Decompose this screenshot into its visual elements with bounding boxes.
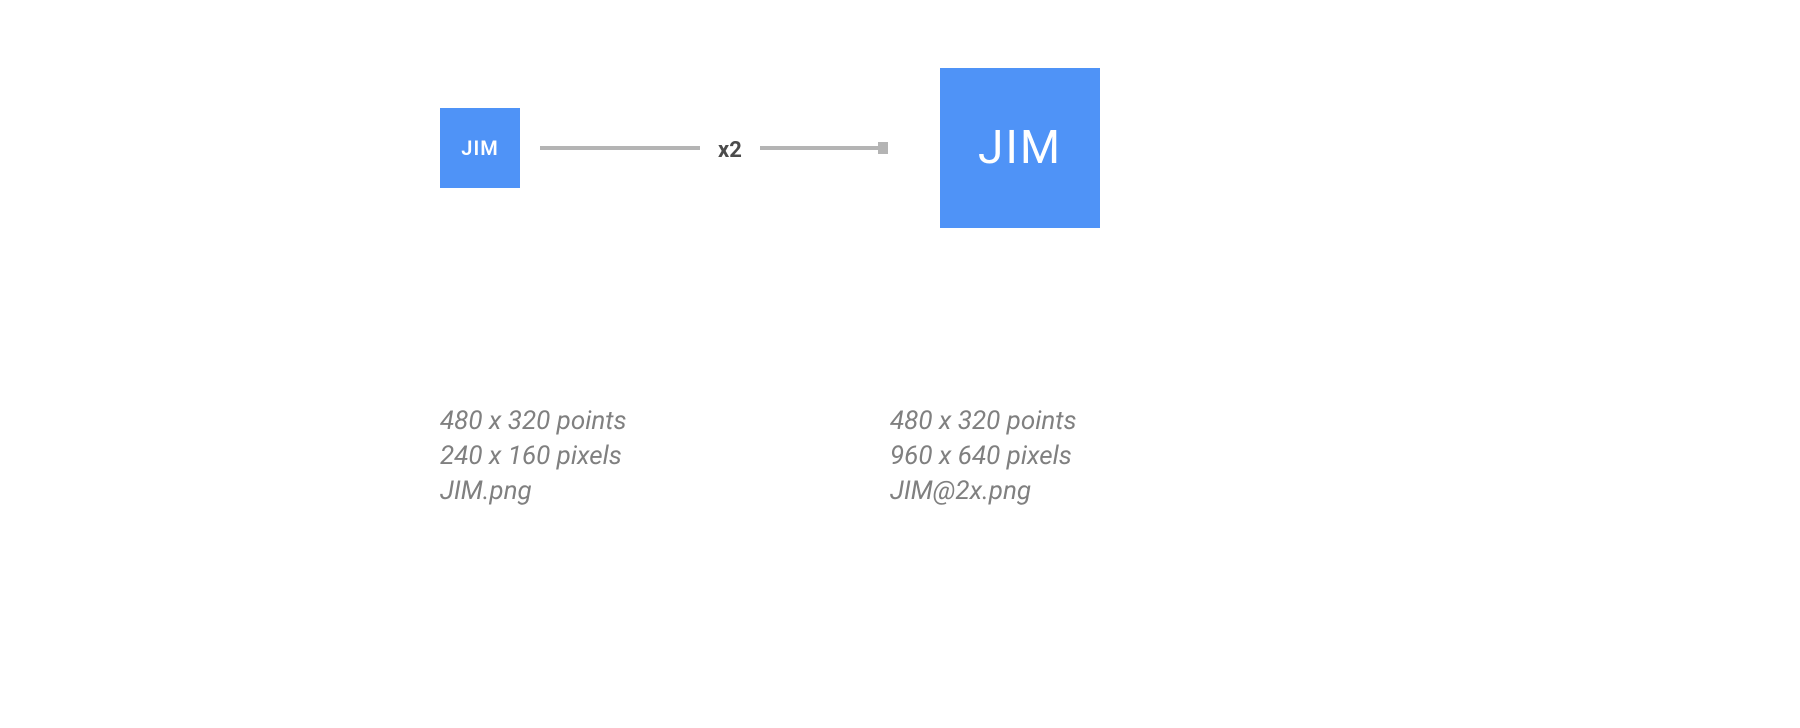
large-box-label: JIM	[978, 121, 1062, 175]
large-box: JIM	[940, 68, 1100, 228]
small-box: JIM	[440, 108, 520, 188]
scale-connector-endcap	[878, 142, 888, 154]
scale-connector-right	[760, 146, 880, 150]
small-box-label: JIM	[461, 136, 498, 160]
right-spec-text: 480 x 320 points 960 x 640 pixels JIM@2x…	[890, 404, 1077, 509]
left-spec-text: 480 x 320 points 240 x 160 pixels JIM.pn…	[440, 404, 627, 509]
scale-connector-left	[540, 146, 700, 150]
scale-factor-label: x2	[718, 138, 742, 163]
